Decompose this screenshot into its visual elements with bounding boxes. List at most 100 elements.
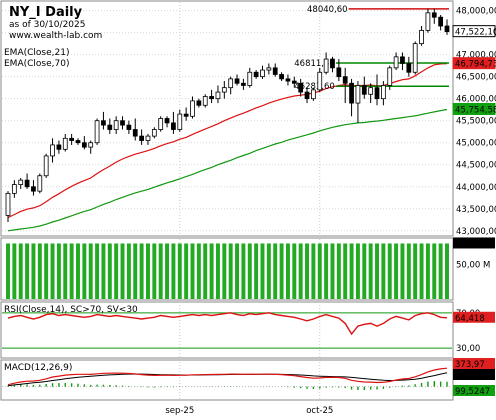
candle-body <box>158 118 164 130</box>
candle-body <box>381 85 386 100</box>
volume-bar <box>76 243 80 299</box>
volume-bar <box>158 243 163 299</box>
volume-bar <box>31 243 36 299</box>
candle-body <box>183 113 189 117</box>
candle-body <box>75 140 81 144</box>
rsi-layer <box>2 312 452 349</box>
candle-body <box>43 155 49 177</box>
candle-body <box>88 142 94 148</box>
volume-bar <box>349 243 354 299</box>
candle-body <box>349 82 354 104</box>
candle-body <box>374 87 380 100</box>
candle-body <box>438 16 444 27</box>
candle-body <box>171 122 176 130</box>
price-tick-label: 44,500,00 <box>456 161 496 171</box>
candle-body <box>196 100 202 106</box>
candle-body <box>272 67 278 75</box>
candle-body <box>393 56 399 69</box>
volume-bar <box>139 243 144 299</box>
volume-bar <box>165 243 170 299</box>
candle-body <box>37 175 43 192</box>
candle-body <box>11 184 17 194</box>
macd-value-box <box>453 358 495 369</box>
volume-bar <box>406 243 411 299</box>
volume-bar <box>56 243 61 299</box>
x-tick-label: oct-25 <box>306 406 333 416</box>
volume-bar <box>177 243 182 299</box>
volume-bar <box>82 243 87 299</box>
volume-bar <box>196 243 201 299</box>
candle-body <box>241 82 246 86</box>
volume-panel-frame <box>0 237 454 301</box>
volume-bar <box>101 243 106 299</box>
price-tick-label: 46,000,00 <box>456 95 496 105</box>
volume-bar <box>12 243 17 299</box>
volume-bar <box>292 243 297 299</box>
candle-body <box>164 118 170 124</box>
candle-body <box>419 30 424 45</box>
volume-bar <box>305 243 310 299</box>
candle-body <box>412 43 418 73</box>
candle-body <box>69 137 74 141</box>
volume-bar <box>215 243 220 299</box>
volume-bar <box>260 243 265 299</box>
volume-value-box <box>453 237 495 249</box>
volume-bar <box>152 243 157 299</box>
volume-bar <box>394 243 399 299</box>
volume-bar <box>222 243 227 299</box>
candle-body <box>31 186 36 192</box>
macd-value-box <box>453 369 495 380</box>
candle-body <box>298 82 304 93</box>
rsi-value-label: 64,418 <box>455 314 485 324</box>
candle-body <box>387 67 393 86</box>
candle-body <box>330 58 335 69</box>
candle-body <box>132 129 138 137</box>
volume-bar <box>184 243 189 299</box>
volume-bar <box>120 243 125 299</box>
candle-body <box>126 124 132 130</box>
candle-body <box>62 137 68 150</box>
candle-body <box>94 120 100 144</box>
legend-ema21: EMA(Close,21) <box>4 48 69 58</box>
macd-value-label: 373,97 <box>455 360 485 370</box>
volume-bar <box>425 243 430 299</box>
volume-bar <box>133 243 138 299</box>
volume-bar <box>438 243 443 299</box>
candle-body <box>139 135 144 141</box>
volume-bar <box>343 243 348 299</box>
price-value-box <box>452 57 496 70</box>
volume-bar <box>126 243 131 299</box>
candle-body <box>266 67 272 71</box>
candle-body <box>151 129 157 137</box>
volume-bar <box>375 243 379 299</box>
macd-value-box <box>453 385 495 396</box>
candle-body <box>253 71 259 78</box>
volume-bar <box>419 243 424 299</box>
volume-bar <box>311 243 316 299</box>
volume-bar <box>317 243 322 299</box>
volume-bar <box>88 243 93 299</box>
volume-bar <box>445 243 449 299</box>
chart-title: NY_I Daily <box>9 5 83 20</box>
price-tick-label: 45,000,00 <box>456 139 496 149</box>
volume-bar <box>266 243 271 299</box>
volume-bar <box>190 243 195 299</box>
volume-bar <box>381 243 386 299</box>
volume-bar <box>241 243 246 299</box>
price-panel-frame <box>0 0 454 237</box>
chart-subtitle: as of 30/10/2025 <box>9 20 85 30</box>
rsi-tick-label: 30,00 <box>456 344 480 354</box>
price-tick-label: 47,000,00 <box>456 51 496 61</box>
volume-bar <box>330 243 335 299</box>
chart-source: www.wealth-lab.com <box>9 31 102 41</box>
volume-bar <box>413 243 418 299</box>
volume-bar <box>387 243 392 299</box>
candle-body <box>323 58 329 73</box>
rsi-title: RSI(Close,14), SC>70, SV<30 <box>4 305 138 315</box>
candle-body <box>24 179 30 188</box>
candle-body <box>120 120 125 126</box>
candle-body <box>202 96 208 106</box>
candle-body <box>425 12 431 31</box>
macd-value-label: 99,5247 <box>455 387 490 397</box>
x-tick-label: sep-25 <box>165 406 194 416</box>
